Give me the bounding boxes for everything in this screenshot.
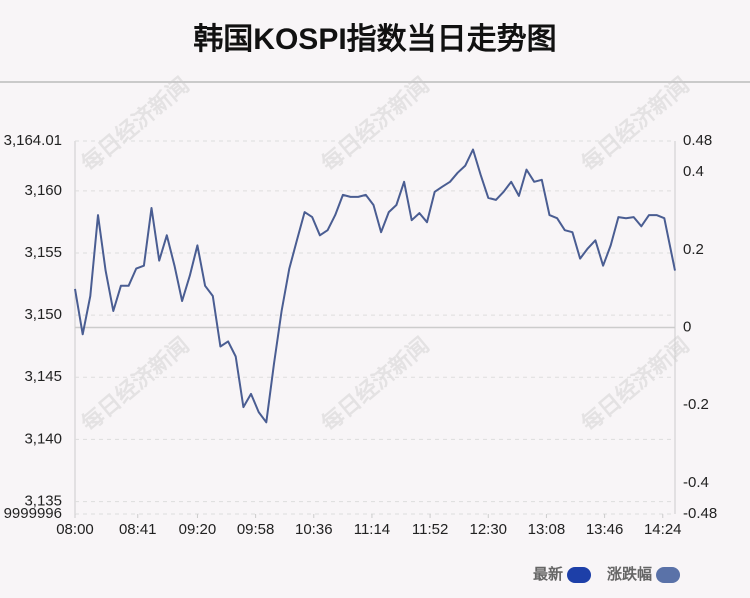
x-tick-label: 11:52 <box>412 521 448 538</box>
y2-tick-label: -0.2 <box>683 396 709 413</box>
price-line <box>74 148 676 424</box>
watermark: 每日经济新闻 <box>577 332 694 436</box>
x-tick-label: 08:41 <box>119 521 157 538</box>
watermark: 每日经济新闻 <box>317 72 434 176</box>
x-tick-label: 13:08 <box>528 521 566 538</box>
x-tick-label: 12:30 <box>469 521 507 538</box>
y-tick-label: 3,164.01 <box>4 132 62 149</box>
y-tick-label: 3,135 <box>24 493 62 510</box>
y-tick-label: 9999996 <box>4 505 62 522</box>
legend-label: 最新 <box>533 565 563 583</box>
watermark: 每日经济新闻 <box>317 332 434 436</box>
y-tick-label: 3,155 <box>24 244 62 261</box>
y-tick-label: 3,160 <box>24 182 62 199</box>
x-tick-label: 09:58 <box>237 521 275 538</box>
x-tick-label: 14:24 <box>644 521 682 538</box>
y2-tick-label: 0.2 <box>683 241 704 258</box>
x-tick-label: 09:20 <box>179 521 217 538</box>
x-tick-label: 13:46 <box>586 521 624 538</box>
watermark: 每日经济新闻 <box>577 72 694 176</box>
y2-tick-label: -0.4 <box>683 474 709 491</box>
y2-tick-label: 0.4 <box>683 163 704 180</box>
legend-label: 涨跌幅 <box>607 565 652 583</box>
legend-swatch <box>567 567 592 583</box>
y2-tick-label: 0 <box>683 318 691 335</box>
y-tick-label: 3,140 <box>24 430 62 447</box>
x-tick-label: 10:36 <box>295 521 333 538</box>
watermark: 每日经济新闻 <box>77 332 194 436</box>
y2-tick-label: -0.48 <box>683 505 717 522</box>
x-tick-label: 08:00 <box>56 521 94 538</box>
legend-swatch <box>656 567 681 583</box>
x-tick-label: 11:14 <box>354 521 390 538</box>
chart-title: 韩国KOSPI指数当日走势图 <box>193 23 556 56</box>
watermark: 每日经济新闻 <box>77 72 194 176</box>
y2-tick-label: 0.48 <box>683 132 712 149</box>
y-tick-label: 3,150 <box>24 306 62 323</box>
y-tick-label: 3,145 <box>24 368 62 385</box>
